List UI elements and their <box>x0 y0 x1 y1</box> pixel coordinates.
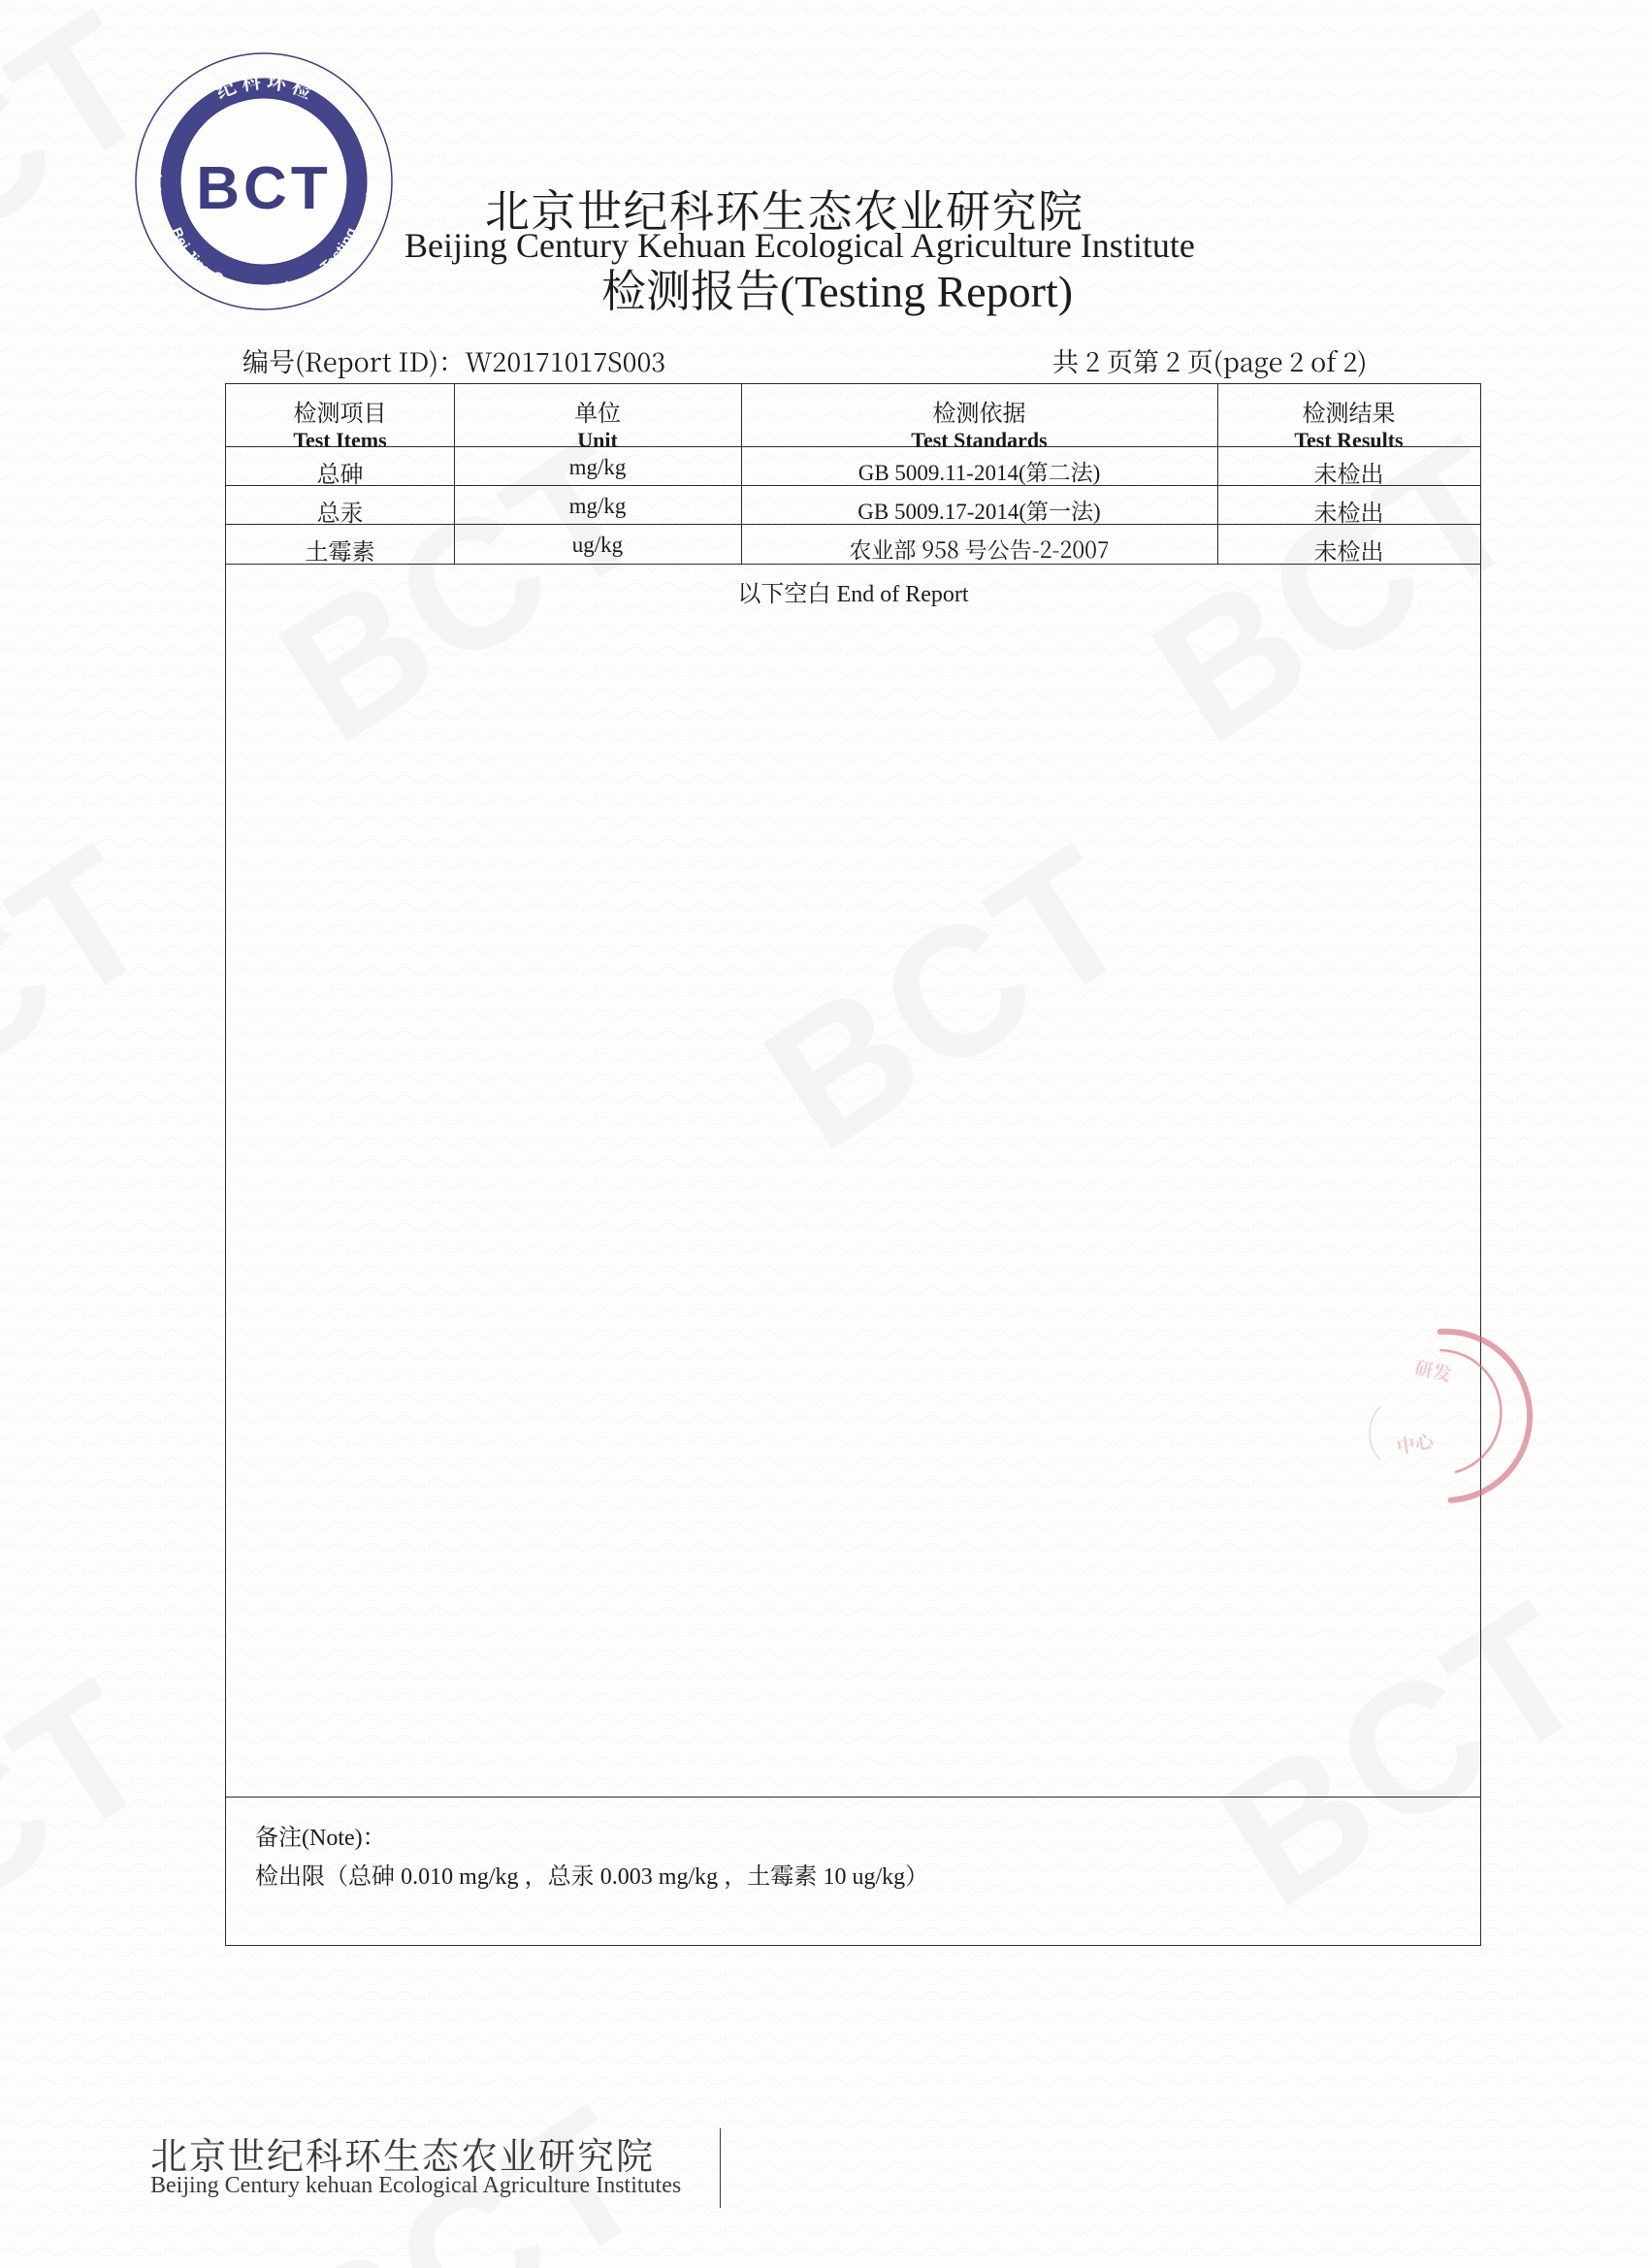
svg-text:判: 判 <box>140 173 166 191</box>
svg-text:BCT: BCT <box>196 155 331 222</box>
svg-text:研发: 研发 <box>1412 1354 1454 1387</box>
svg-text:中心: 中心 <box>1395 1427 1439 1460</box>
svg-text:准: 准 <box>362 191 388 210</box>
